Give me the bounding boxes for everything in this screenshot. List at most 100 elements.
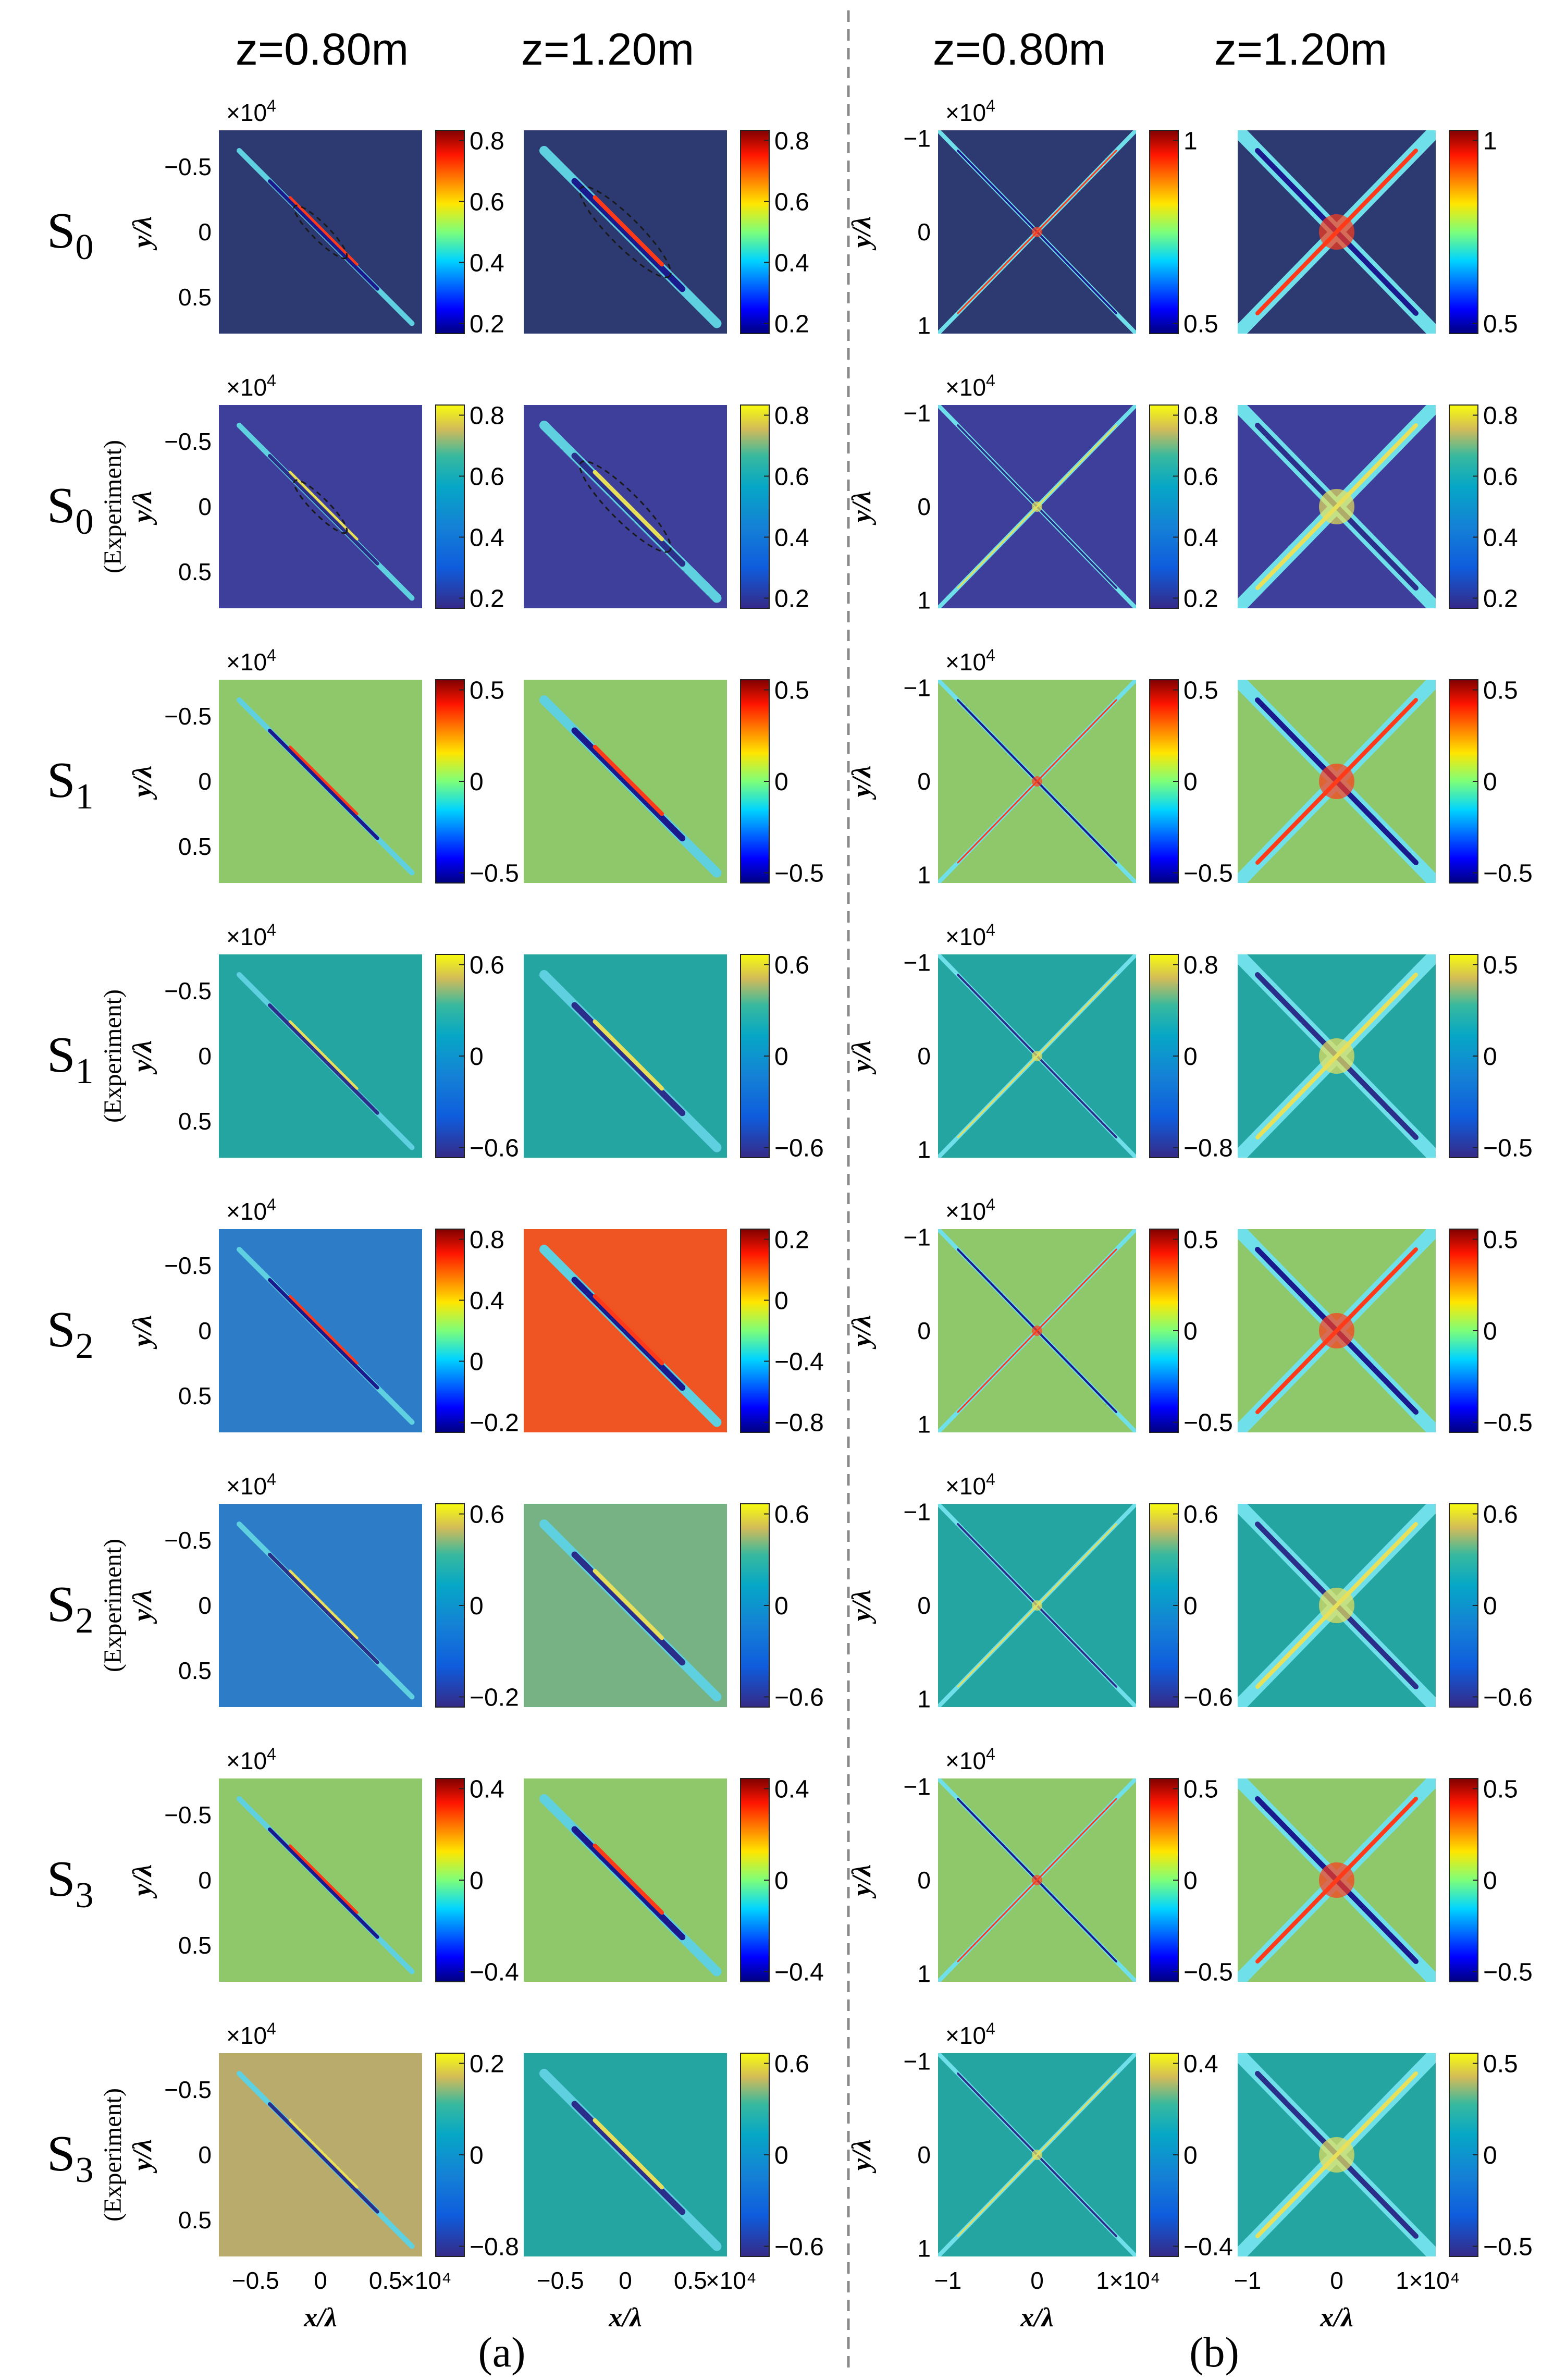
row-label-subscript: 3: [76, 1875, 94, 1916]
colorbar-tick-label: 0.5: [1183, 311, 1218, 338]
map-a-z080: ×104 y/λ −0.5 0 0.5 0.5 0 −0.5: [128, 646, 519, 888]
map-b-z120: 0.5 0 −0.5: [1238, 1776, 1533, 1986]
y-tick-label: 0: [198, 1317, 212, 1344]
map-b-z120: 0.5 0 −0.5: [1238, 1226, 1533, 1437]
colorbar-tick-label: 0.4: [470, 524, 504, 552]
heatmap-pattern: [539, 970, 722, 1152]
colorbar-tick-label: 0.4: [1183, 524, 1218, 552]
colorbar-tick-label: −0.4: [774, 1959, 824, 1986]
panel-label-b: (b): [1189, 2328, 1239, 2376]
beam-line: [593, 744, 664, 816]
exponent-power: 4: [267, 646, 276, 665]
exponent-label: ×104: [226, 646, 276, 676]
x-tick-label: ×10⁴: [401, 2267, 452, 2294]
row-label-symbol: S: [47, 1576, 76, 1633]
y-axis-label: y/λ: [128, 491, 157, 526]
row-label-subscript: 1: [76, 1051, 94, 1091]
exponent-power: 4: [986, 921, 995, 939]
colorbar-tick-label: 0.6: [1183, 1501, 1218, 1529]
y-tick-label: 1: [917, 2235, 931, 2262]
x-axis-label: x/λ: [1020, 2303, 1054, 2333]
exponent-power: 4: [986, 96, 995, 115]
colorbar-tick-label: 0: [1483, 1043, 1497, 1071]
colorbar-tick-label: −0.5: [470, 860, 519, 888]
y-tick-label: 0: [198, 493, 212, 520]
heatmap-pattern: [237, 1522, 415, 1700]
y-tick-label: −0.5: [164, 977, 212, 1004]
exponent-power: 4: [267, 1470, 276, 1489]
y-axis-label: y/λ: [128, 1864, 157, 1899]
cross-center: [1032, 1600, 1042, 1611]
colorbar-tick-label: 0: [470, 1043, 484, 1071]
exponent-base: ×10: [226, 99, 267, 126]
polarization-ellipse: [293, 204, 348, 260]
colorbar-tick-label: −0.5: [1483, 2234, 1533, 2261]
exponent-power: 4: [267, 371, 276, 390]
colorbar: [435, 130, 465, 334]
colorbar-tick-label: 0.6: [470, 1501, 504, 1529]
beam-line: [571, 1002, 686, 1117]
map-b-z080: ×104 y/λ −1 0 1 1 0.5: [847, 96, 1218, 339]
column-header-a-z080: z=0.80m: [236, 24, 409, 75]
heatmap-pattern: [237, 1796, 415, 1974]
y-tick-label: 0.5: [178, 558, 212, 585]
colorbar-tick-label: 1: [1483, 128, 1497, 155]
cross-center: [1319, 2137, 1354, 2173]
map-b-z120: 0.6 0 −0.6: [1238, 1501, 1533, 1712]
colorbar-tick-label: −0.6: [1483, 1684, 1533, 1712]
exponent-label: ×104: [945, 2019, 995, 2049]
colorbar: [740, 404, 770, 609]
heatmap-pattern: [1238, 130, 1436, 334]
y-axis-label: y/λ: [847, 1864, 877, 1899]
map-b-z080: ×104 y/λ −1 0 1 0.8 0.6 0.4 0.2: [847, 371, 1218, 614]
map-b-z120: 0.5 0 −0.5: [1238, 952, 1533, 1162]
y-tick-label: 0: [198, 2141, 212, 2168]
x-tick-label: 0: [1330, 2267, 1343, 2294]
heatmap-pattern: [237, 972, 415, 1150]
colorbar-tick-label: −0.2: [470, 1684, 519, 1712]
colorbar-tick-label: −0.6: [774, 1684, 824, 1712]
colorbar-tick-label: 0.5: [1183, 1226, 1218, 1254]
beam-line: [289, 1569, 359, 1639]
y-axis-label: y/λ: [847, 766, 877, 801]
stokes-row-S0: S0×104y/λ−0.500.50.80.60.40.20.80.60.40.…: [47, 96, 1518, 339]
beam-line: [289, 471, 359, 541]
colorbar-tick-label: 0: [774, 1592, 788, 1620]
y-tick-label: −1: [904, 949, 931, 976]
map-b-z080: ×104 y/λ −1 0 1 0.6 0 −0.6: [847, 1470, 1233, 1712]
colorbar-tick-label: 0.8: [1183, 952, 1218, 979]
colorbar-tick-label: 0.6: [470, 189, 504, 216]
colorbar-tick-label: 0.5: [1483, 1776, 1518, 1804]
exponent-label: ×104: [226, 96, 276, 126]
colorbar-tick-label: −0.5: [1183, 1409, 1233, 1437]
exponent-base: ×10: [226, 1198, 267, 1225]
exponent-label: ×104: [945, 96, 995, 126]
row-label-subscript: 2: [76, 1326, 94, 1366]
exponent-label: ×104: [945, 1470, 995, 1500]
y-tick-label: 0: [198, 1867, 212, 1894]
map-a-z080: ×104 y/λ −0.5 0 0.5 0.6 0 −0.6: [128, 921, 519, 1162]
y-tick-label: −0.5: [164, 2076, 212, 2103]
row-label-subscript: 0: [76, 502, 94, 542]
exponent-label: ×104: [226, 1195, 276, 1225]
colorbar-tick-label: −0.4: [1183, 2234, 1233, 2261]
exponent-base: ×10: [945, 1747, 986, 1774]
exponent-power: 4: [267, 1745, 276, 1763]
beam-line: [571, 2101, 686, 2215]
y-axis-label: y/λ: [128, 1315, 157, 1350]
colorbar-tick-label: 0.6: [774, 463, 809, 491]
exponent-label: ×104: [226, 921, 276, 950]
heatmap-pattern: [938, 954, 1136, 1158]
colorbar-tick-label: 0.2: [470, 585, 504, 613]
cross-center: [1032, 1875, 1042, 1885]
map-b-z120: 0.8 0.6 0.4 0.2: [1238, 402, 1518, 613]
colorbar-tick-label: 0: [774, 1867, 788, 1895]
row-label: S3: [47, 1851, 94, 1916]
heatmap-pattern: [938, 2053, 1136, 2256]
y-axis-label: y/λ: [847, 1040, 877, 1075]
colorbar-tick-label: −0.4: [470, 1959, 519, 1986]
y-axis-label: y/λ: [847, 2139, 877, 2174]
colorbar-tick-label: 0.5: [1183, 677, 1218, 705]
colorbar: [1449, 130, 1478, 334]
